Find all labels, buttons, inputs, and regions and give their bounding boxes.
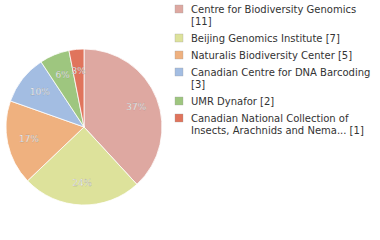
data-labels: 37% 24% 17% 10% 6%3%: [19, 66, 147, 188]
pie-slice: [69, 49, 84, 127]
legend-label: Naturalis Biodiversity Center [5]: [191, 50, 352, 61]
data-label: 37%: [126, 102, 146, 112]
legend-label: UMR Dynafor [2]: [191, 96, 274, 107]
data-label: 10%: [30, 87, 50, 97]
legend-swatch: [175, 51, 183, 59]
legend-label: Centre for Biodiversity Genomics[11]: [191, 4, 356, 27]
legend: Centre for Biodiversity Genomics[11] Beij…: [175, 4, 370, 136]
pie: [6, 49, 162, 205]
data-label: 24%: [72, 178, 92, 188]
legend-swatch: [175, 97, 183, 105]
chart: 37% 24% 17% 10% 6%3% Centre for Biodiversity …: [0, 0, 380, 240]
legend-swatch: [175, 114, 183, 122]
legend-label: Canadian National Collection ofInsects, …: [191, 113, 364, 136]
data-label: 3%: [71, 66, 86, 76]
legend-label: Beijing Genomics Institute [7]: [191, 33, 340, 44]
legend-label: Canadian Centre for DNA Barcoding[3]: [191, 67, 370, 90]
legend-swatch: [175, 34, 183, 42]
data-label: 6%: [56, 70, 71, 80]
legend-swatch: [175, 5, 183, 13]
legend-swatch: [175, 68, 183, 76]
data-label: 17%: [19, 134, 39, 144]
